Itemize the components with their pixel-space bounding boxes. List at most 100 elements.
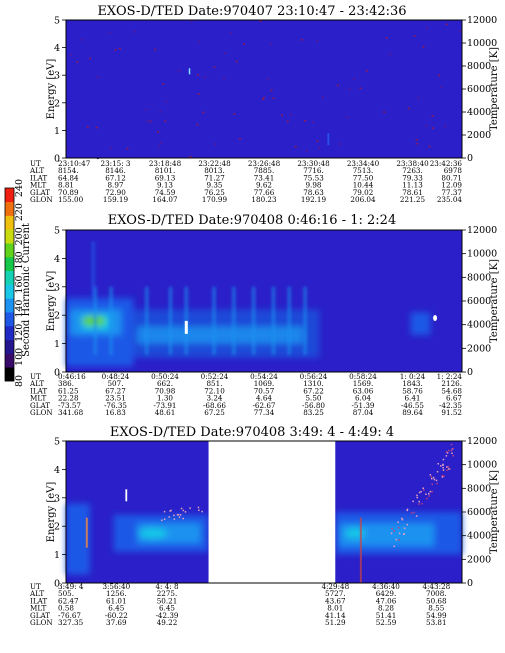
table-cell: 72.10 xyxy=(204,386,225,395)
table-cell: 1569. xyxy=(353,379,374,388)
panel-2-y-ticks: 0 1 2 3 4 5 xyxy=(54,226,66,379)
table-cell: 386. xyxy=(58,379,74,388)
noise-speck xyxy=(109,146,112,149)
table-cell: 79.33 xyxy=(402,173,423,182)
y-tick-label: 2 xyxy=(54,311,60,322)
y2-tick-label: 6000 xyxy=(467,507,491,518)
y2-tick-label: 2000 xyxy=(467,554,491,565)
noise-speck xyxy=(336,84,339,87)
temperature-point xyxy=(436,471,439,473)
table-cell: 851. xyxy=(206,379,222,388)
panel-3-plot xyxy=(65,440,463,584)
streak xyxy=(303,286,307,355)
temperature-point xyxy=(406,509,408,512)
temperature-point xyxy=(449,468,451,470)
temperature-point xyxy=(413,511,415,514)
table-cell: 16.83 xyxy=(105,408,126,417)
table-cell: 3:49: 4 xyxy=(58,582,84,591)
noise-speck xyxy=(160,141,163,144)
noise-speck xyxy=(190,20,193,23)
streak xyxy=(287,286,291,355)
table-cell: 7716. xyxy=(303,166,324,175)
temperature-point xyxy=(418,491,421,494)
temperature-point xyxy=(448,468,450,470)
table-cell: 6.67 xyxy=(446,394,462,403)
streak xyxy=(91,241,95,299)
table-row-label: UT xyxy=(30,159,41,168)
table-cell: 6429. xyxy=(376,589,397,598)
table-cell: 74.59 xyxy=(155,188,176,197)
noise-speck xyxy=(66,105,69,107)
temperature-point xyxy=(431,477,433,480)
table-cell: 0:54:24 xyxy=(250,372,278,381)
table-cell: 0:56:24 xyxy=(300,372,328,381)
band-region xyxy=(66,503,90,575)
noise-speck xyxy=(415,138,418,141)
noise-speck xyxy=(459,30,462,32)
spike-mark xyxy=(188,68,191,75)
temperature-point xyxy=(452,447,454,450)
noise-speck xyxy=(86,126,89,128)
table-cell: -76.67 xyxy=(58,611,81,620)
table-cell: -60.22 xyxy=(105,611,128,620)
temperature-point xyxy=(423,489,425,491)
table-cell: 0:52:24 xyxy=(201,372,229,381)
spike-mark xyxy=(327,133,330,146)
table-cell: 22.28 xyxy=(58,394,79,403)
table-cell: 4: 4: 8 xyxy=(155,582,179,591)
y-tick-label: 3 xyxy=(54,493,60,504)
temperature-point xyxy=(448,449,450,452)
noise-speck xyxy=(146,119,149,122)
noise-speck xyxy=(158,145,161,147)
noise-speck xyxy=(413,35,416,37)
table-cell: 23:26:48 xyxy=(248,159,281,168)
temperature-point xyxy=(450,449,453,452)
table-cell: 6.45 xyxy=(108,604,124,613)
temperature-point xyxy=(397,521,399,523)
colorbar-tick-label: 140 xyxy=(14,300,25,318)
temperature-point xyxy=(410,512,413,514)
noise-speck xyxy=(365,70,368,72)
temperature-point xyxy=(180,507,183,510)
temperature-point xyxy=(422,487,424,489)
temperature-point xyxy=(390,532,393,535)
temperature-point xyxy=(418,500,420,503)
noise-speck xyxy=(428,145,431,148)
temperature-point xyxy=(446,466,448,468)
table-cell: 11.13 xyxy=(402,181,423,190)
table-cell: 62.47 xyxy=(58,596,79,605)
temperature-point xyxy=(432,476,435,479)
panel-2-y2-ticks: 0 2000 4000 6000 8000 10000 12000 xyxy=(462,225,497,378)
panel-3-y2-ticks: 0 2000 4000 6000 8000 10000 12000 xyxy=(462,436,497,589)
table-cell: 341.68 xyxy=(58,408,84,417)
colorbar-block xyxy=(5,229,14,244)
table-cell: 51.41 xyxy=(376,611,397,620)
temperature-point xyxy=(429,474,432,476)
colorbar-ticks: 80 100 120 140 160 180 200 220 240 xyxy=(14,179,25,387)
table-cell: 23:22:48 xyxy=(198,159,231,168)
y-tick-label: 5 xyxy=(54,16,60,27)
table-cell: 8154. xyxy=(58,166,79,175)
colorbar-block xyxy=(5,312,14,327)
panel-3-title: EXOS-D/TED Date:970408 3:49: 4 - 4:49: 4 xyxy=(110,425,394,440)
noise-speck xyxy=(385,37,388,39)
table-row-label: ALT xyxy=(29,379,44,388)
noise-speck xyxy=(438,74,441,77)
table-cell: 87.04 xyxy=(353,408,374,417)
temperature-point xyxy=(442,467,444,469)
table-row-label: GLAT xyxy=(30,188,50,197)
noise-speck xyxy=(272,97,275,100)
table-cell: 75.53 xyxy=(303,173,324,182)
y-tick-label: 0 xyxy=(54,154,60,165)
panel-2-title: EXOS-D/TED Date:970408 0:46:16 - 1: 2:24 xyxy=(108,213,396,228)
spike-mark xyxy=(184,320,188,334)
y2-tick-label: 2000 xyxy=(467,343,491,354)
noise-speck xyxy=(445,23,448,26)
noise-speck xyxy=(269,42,272,45)
table-cell: 6.04 xyxy=(355,394,371,403)
temperature-point xyxy=(433,478,436,481)
table-cell: 4:43:28 xyxy=(422,582,450,591)
streak xyxy=(232,286,236,355)
table-cell: 7263. xyxy=(402,166,423,175)
